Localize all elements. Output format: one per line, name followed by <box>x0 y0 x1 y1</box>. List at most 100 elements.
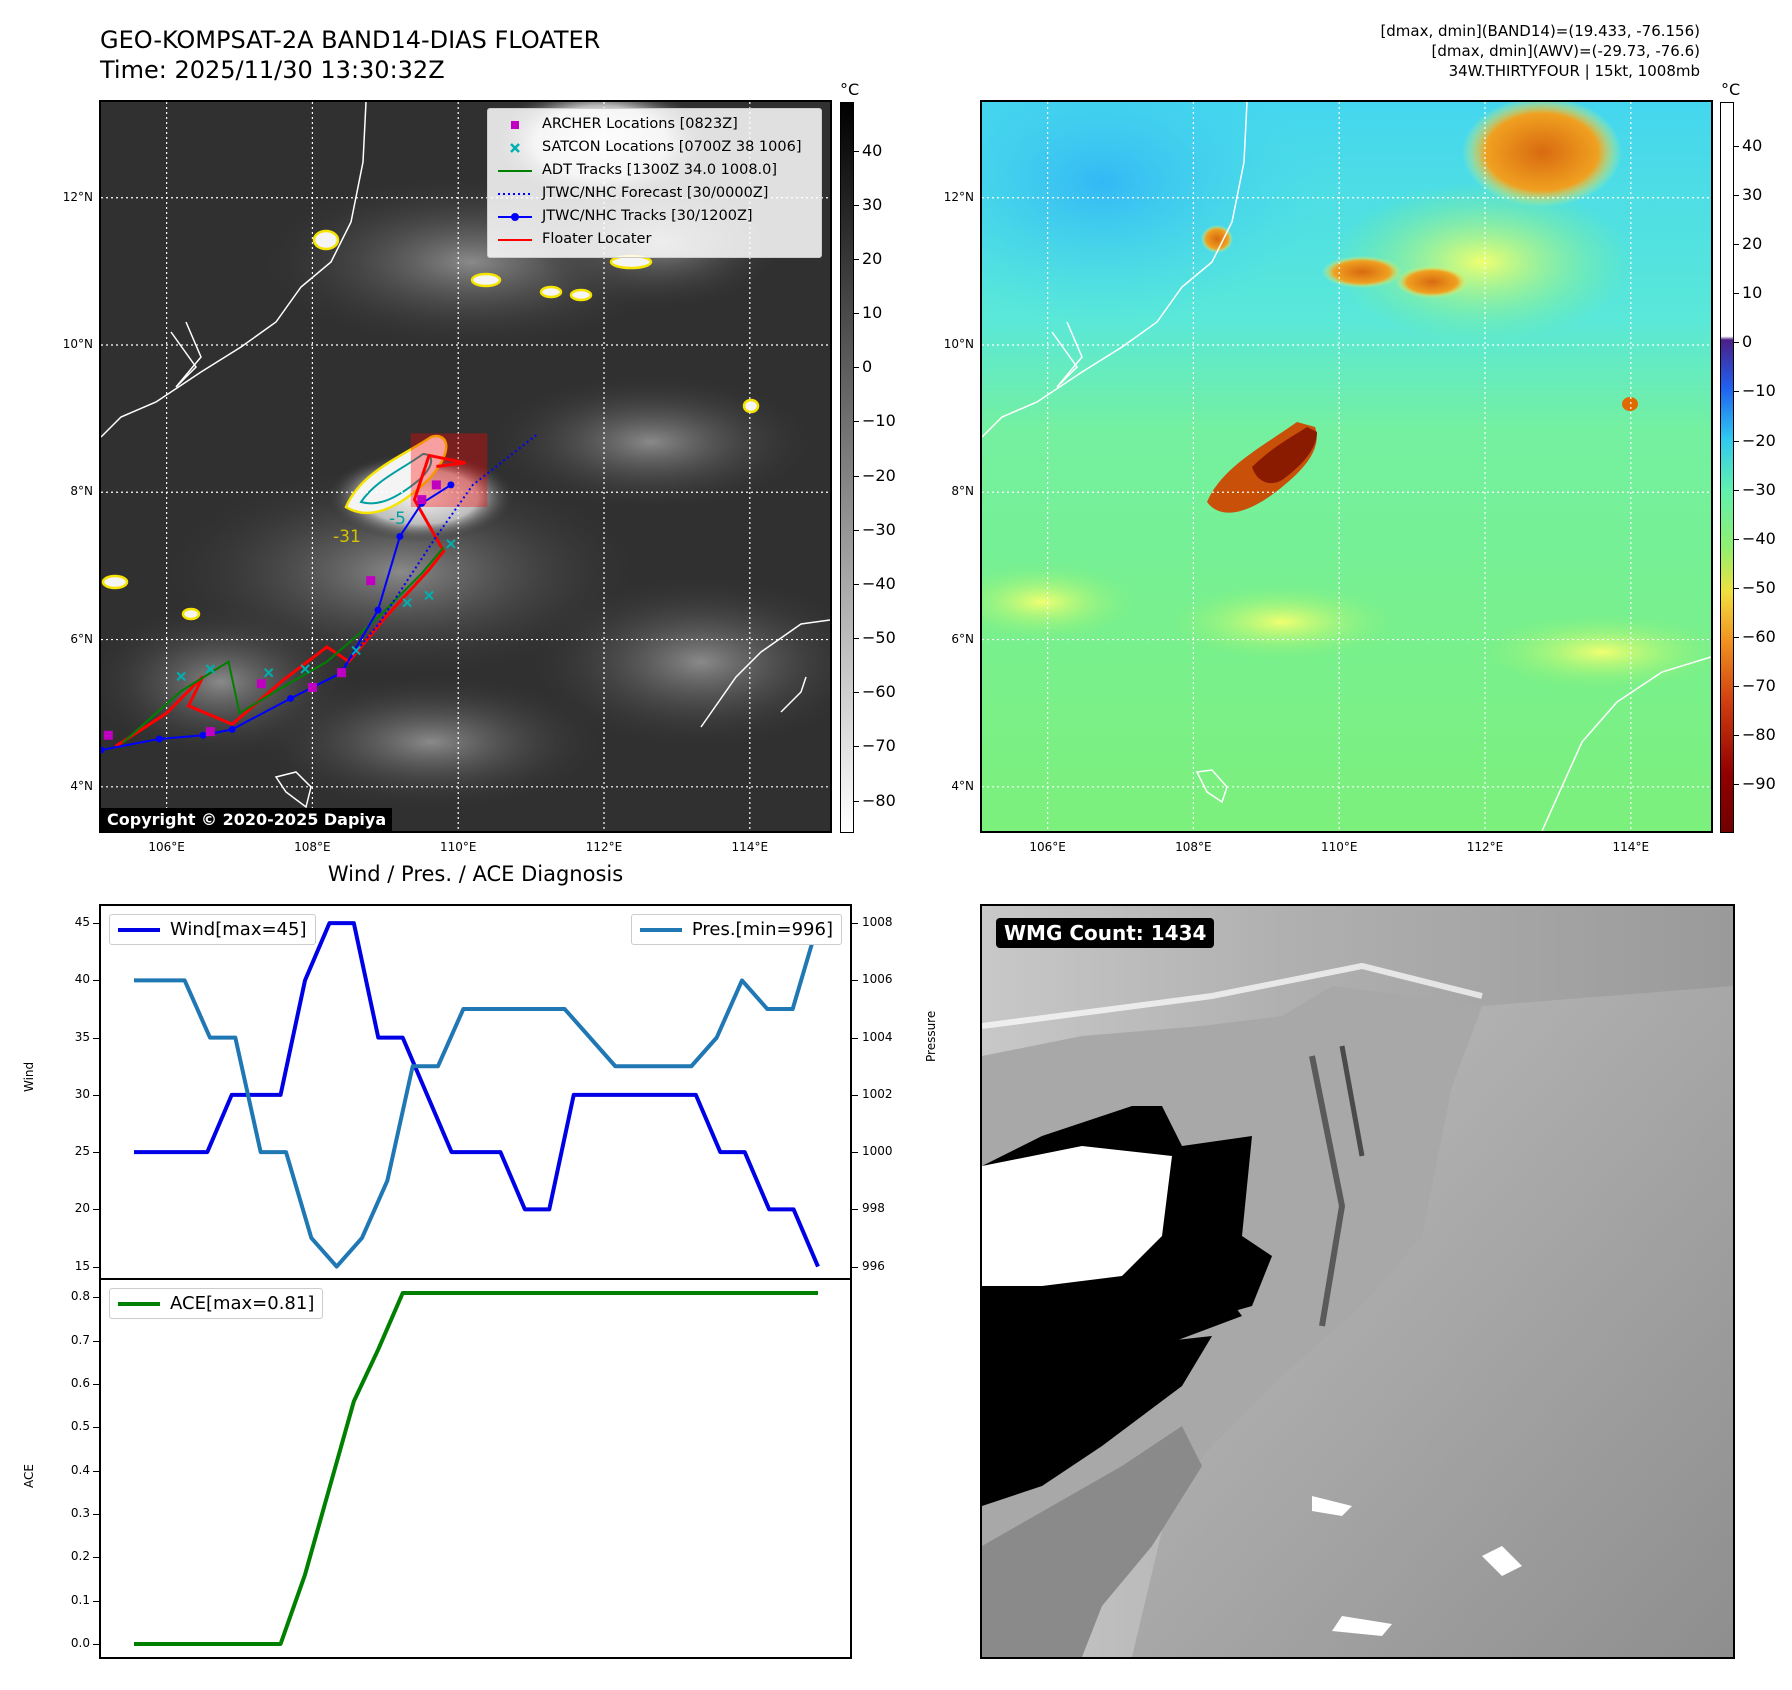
ace-tick-label: 0.7 <box>70 1332 90 1347</box>
colorbar-tick-label: −80 <box>1742 724 1776 744</box>
ace-legend-label: ACE[max=0.81] <box>170 1293 315 1314</box>
colorbar-tick-mark <box>854 583 859 585</box>
pressure-tick-mark <box>852 1094 858 1096</box>
ace-legend: ACE[max=0.81] <box>109 1288 324 1319</box>
colorbar-tick-label: 20 <box>862 249 883 269</box>
legend-symbol <box>498 192 532 195</box>
colorbar-tick-label: −50 <box>862 628 896 648</box>
adt-track <box>122 546 445 744</box>
colorbar-tick-mark <box>854 421 859 423</box>
ace-plot <box>134 1291 818 1646</box>
awv-map-panel[interactable] <box>980 100 1713 833</box>
lon-tick-label: 114°E <box>1612 840 1650 854</box>
colorbar-tick-mark <box>854 638 859 640</box>
jtwc-track-point <box>396 532 404 540</box>
colorbar-tick-mark <box>1734 293 1739 295</box>
colorbar-tick-mark <box>1734 244 1739 246</box>
ir-map-panel[interactable]: -31 -5 ARCHER Locations [0823Z] SATCON Lo… <box>99 100 832 833</box>
wmg-panel[interactable]: WMG Count: 1434 <box>980 904 1735 1659</box>
archer-point <box>431 480 441 490</box>
wind-tick-label: 40 <box>74 972 90 987</box>
colorbar-tick-mark <box>1734 538 1739 540</box>
ace-tick-mark <box>93 1297 99 1299</box>
archer-point <box>205 727 215 737</box>
lat-tick-label: 8°N <box>951 484 974 499</box>
wind-tick-label: 20 <box>74 1201 90 1216</box>
legend-symbol <box>511 120 519 129</box>
colorbar-tick-label: 0 <box>1742 332 1753 352</box>
archer-point <box>337 668 347 678</box>
ace-tick-mark <box>93 1557 99 1559</box>
lon-tick-label: 106°E <box>1029 840 1066 854</box>
wind-tick-mark <box>93 1152 99 1154</box>
storm-core: -31 -5 <box>333 434 448 547</box>
pressure-tick-label: 1008 <box>862 915 893 930</box>
satcon-point <box>300 664 310 674</box>
colorbar-tick-label: 0 <box>862 357 873 377</box>
figure-title-line1: GEO-KOMPSAT-2A BAND14-DIAS FLOATER <box>100 26 601 54</box>
ace-tick-label: 0.8 <box>70 1289 90 1304</box>
pressure-tick-label: 998 <box>862 1201 885 1216</box>
colorbar-tick-mark <box>1734 489 1739 491</box>
satcon-point <box>205 664 216 674</box>
colorbar-tick-label: −70 <box>862 736 896 756</box>
colorbar-tick-mark <box>1734 685 1739 687</box>
ace-tick-mark <box>93 1384 99 1385</box>
diagnosis-title: Wind / Pres. / ACE Diagnosis <box>327 862 624 886</box>
colorbar-tick-mark <box>1734 391 1739 393</box>
awv-graticule <box>982 102 1711 831</box>
colorbar-tick-label: 10 <box>1742 283 1763 303</box>
satcon-point <box>263 667 274 678</box>
wind-tick-label: 30 <box>74 1086 90 1101</box>
legend-symbol <box>498 238 532 241</box>
pressure-legend: Pres.[min=996] <box>630 914 842 945</box>
wind-pressure-plot <box>134 921 820 1269</box>
wind-tick-mark <box>93 1037 99 1039</box>
lat-tick-label: 10°N <box>943 337 974 351</box>
ir-colorbar-unit: °C <box>840 80 860 99</box>
pressure-tick-label: 1006 <box>862 972 893 987</box>
lon-tick-label: 108°E <box>1175 840 1212 854</box>
colorbar-tick-label: 10 <box>862 303 883 323</box>
lon-tick-label: 110°E <box>1320 840 1358 854</box>
pressure-tick-mark <box>852 1152 858 1154</box>
jtwc-track-point <box>287 694 295 702</box>
colorbar-tick-label: −80 <box>862 790 896 810</box>
jtwc-track-point <box>447 481 455 489</box>
ace-tick-label: 0.2 <box>70 1549 90 1564</box>
colorbar-tick-mark <box>854 692 859 694</box>
lat-tick-label: 4°N <box>951 778 974 793</box>
jtwc-track-point <box>155 735 163 743</box>
colorbar-tick-mark <box>854 367 859 369</box>
jtwc-track-point <box>101 746 105 754</box>
lat-tick-label: 6°N <box>70 631 93 646</box>
jtwc-track-point <box>228 725 236 733</box>
lat-tick-label: 6°N <box>951 631 974 646</box>
lon-tick-label: 108°E <box>294 840 331 854</box>
colorbar-tick-label: −10 <box>862 411 896 431</box>
legend-entry: Floater Locater <box>496 228 813 251</box>
colorbar-tick-label: −90 <box>1742 773 1776 793</box>
ace-tick-mark <box>93 1470 99 1472</box>
colorbar-tick-mark <box>1734 636 1739 638</box>
lat-tick-label: 8°N <box>70 484 93 499</box>
lon-tick-label: 112°E <box>1466 840 1504 854</box>
pressure-legend-swatch <box>639 927 682 932</box>
info-band14-range: [dmax, dmin](BAND14)=(19.433, -76.156) <box>1380 22 1700 40</box>
ir-colorbar <box>840 102 854 833</box>
colorbar-tick-label: −60 <box>1742 626 1776 646</box>
wind-tick-label: 25 <box>74 1144 90 1159</box>
coastline <box>101 102 830 809</box>
ace-tick-mark <box>93 1644 99 1645</box>
ace-chart: ACE[max=0.81] <box>99 1278 852 1659</box>
contour-label-5: -5 <box>389 509 406 529</box>
pressure-tick-label: 996 <box>862 1258 885 1273</box>
pressure-tick-mark <box>852 1037 858 1039</box>
legend-entry: SATCON Locations [0700Z 38 1006] <box>496 136 813 159</box>
wmg-count-label: WMG Count: 1434 <box>996 918 1215 948</box>
satcon-point <box>351 645 361 656</box>
info-storm-name: 34W.THIRTYFOUR | 15kt, 1008mb <box>1448 62 1700 80</box>
ace-tick-mark <box>93 1600 99 1602</box>
colorbar-tick-mark <box>854 800 859 802</box>
jtwc-track-point <box>374 606 382 614</box>
